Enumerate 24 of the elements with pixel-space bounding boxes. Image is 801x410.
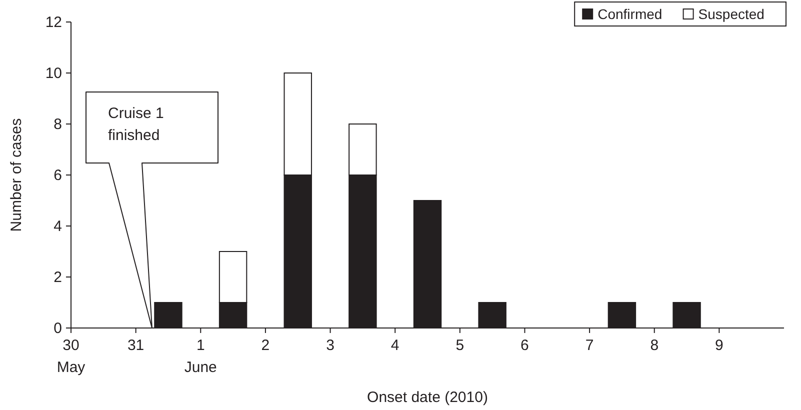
x-axis-title: Onset date (2010) xyxy=(367,389,488,406)
x-tick-label: 9 xyxy=(715,337,724,354)
x-tick-label: 3 xyxy=(326,337,334,354)
y-tick-label: 6 xyxy=(54,167,62,184)
y-tick-label: 10 xyxy=(45,65,62,82)
y-tick-label: 2 xyxy=(54,269,62,286)
x-tick-label: 7 xyxy=(585,337,594,354)
y-tick-label: 4 xyxy=(54,218,62,235)
x-tick-label: 8 xyxy=(650,337,659,354)
x-tick-label: 30 May xyxy=(56,337,86,376)
x-tick-label: 5 xyxy=(456,337,464,354)
annotation: Cruise 1 finished xyxy=(108,105,164,144)
x-tick-label: 2 xyxy=(261,337,270,354)
x-tick-label: 1 June xyxy=(184,337,217,376)
y-tick-label: 0 xyxy=(54,320,62,337)
legend-label: Suspected xyxy=(698,6,764,22)
legend-label: Confirmed xyxy=(598,6,662,22)
callout-box: Cruise 1 finished xyxy=(86,92,218,328)
x-tick-label: 4 xyxy=(390,337,400,354)
y-tick-label: 12 xyxy=(45,14,62,31)
y-tick-label: 8 xyxy=(54,116,62,133)
x-tick-label: 6 xyxy=(520,337,529,354)
y-axis-title: Number of cases xyxy=(8,118,25,232)
x-tick-label: 31 xyxy=(127,337,144,354)
